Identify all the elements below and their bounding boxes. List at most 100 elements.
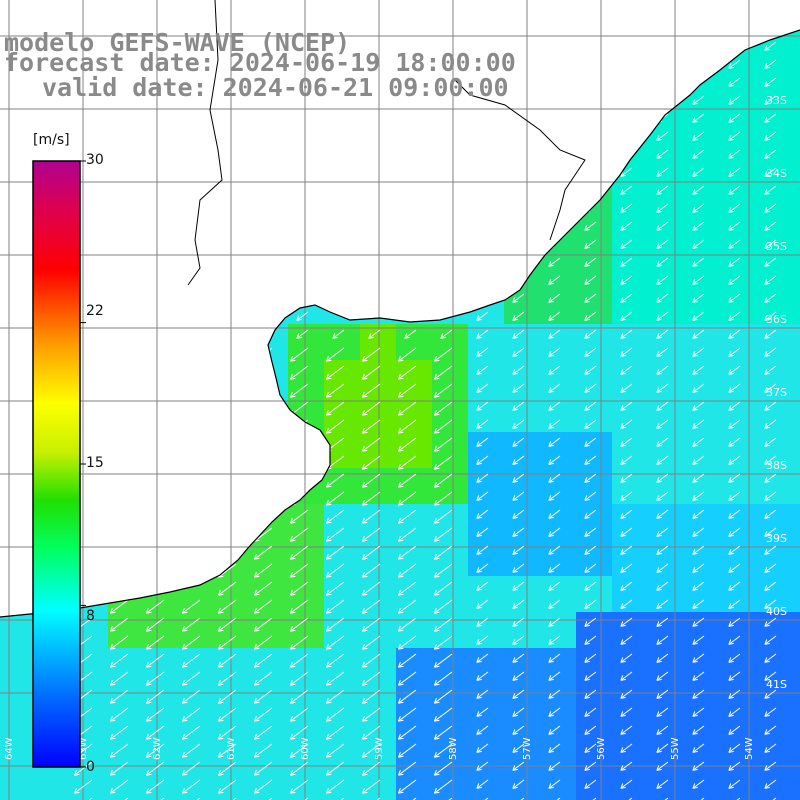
wind-arrow: [620, 419, 633, 429]
speed-cell: [288, 684, 324, 720]
lon-label: 59W: [374, 737, 385, 760]
wind-arrow: [361, 599, 381, 614]
wind-arrow: [433, 779, 453, 794]
wind-arrow: [512, 473, 525, 483]
wind-arrow: [476, 581, 489, 591]
wind-arrow: [764, 149, 777, 159]
speed-cell: [432, 540, 468, 576]
speed-cell: [648, 144, 684, 180]
wind-arrow: [433, 707, 453, 722]
wind-arrow: [664, 797, 669, 800]
speed-cell: [0, 720, 36, 756]
speed-cell: [252, 684, 288, 720]
wind-arrow: [584, 455, 597, 465]
wind-arrow: [361, 491, 381, 506]
wind-arrow: [217, 689, 237, 704]
wind-arrow: [728, 437, 741, 447]
speed-cell: [648, 684, 684, 720]
wind-arrow: [289, 761, 309, 776]
wind-arrow: [584, 707, 597, 717]
wind-arrow: [620, 473, 633, 483]
wind-arrow: [548, 743, 561, 753]
speed-cell: [720, 72, 756, 108]
lat-label: 41S: [766, 678, 787, 691]
speed-cell: [648, 540, 684, 576]
wind-arrow: [764, 221, 777, 231]
wind-arrow: [728, 239, 741, 249]
wind-arrow: [217, 761, 237, 776]
speed-cell: [468, 324, 504, 360]
wind-arrow: [548, 545, 561, 555]
wind-arrow: [620, 617, 633, 627]
wind-arrow: [325, 617, 345, 632]
wind-arrow: [512, 725, 525, 735]
speed-cell: [612, 756, 648, 792]
wind-arrow: [728, 635, 741, 645]
speed-cell: [720, 648, 756, 684]
speed-cell: [0, 756, 36, 792]
wind-arrow: [692, 347, 705, 357]
wind-arrow: [656, 347, 669, 357]
wind-arrow: [433, 383, 453, 398]
speed-cell: [252, 756, 288, 792]
wind-arrow: [145, 707, 165, 722]
wind-arrow: [620, 509, 633, 519]
wind-arrow: [397, 455, 417, 470]
wind-arrow: [109, 671, 129, 686]
wind-arrow: [584, 599, 597, 609]
wind-arrow: [764, 509, 777, 519]
wind-arrow: [764, 419, 777, 429]
wind-arrow: [512, 455, 525, 465]
lon-label: 63W: [78, 737, 89, 760]
wind-arrow: [764, 743, 777, 753]
speed-cell: [396, 648, 432, 684]
wind-arrow: [656, 635, 669, 645]
wind-arrow: [181, 743, 201, 758]
speed-cell: [432, 504, 468, 540]
wind-arrow: [656, 617, 669, 627]
wind-arrow: [512, 707, 525, 717]
speed-cell: [576, 684, 612, 720]
speed-cell: [576, 504, 612, 540]
speed-cell: [576, 324, 612, 360]
wind-arrow: [433, 347, 453, 362]
speed-cell: [504, 792, 540, 800]
wind-arrow: [728, 365, 741, 375]
wind-arrow: [692, 185, 705, 195]
wind-arrow: [476, 743, 489, 753]
wind-arrow: [692, 779, 705, 789]
wind-arrow: [476, 617, 489, 627]
speed-cell: [396, 540, 432, 576]
wind-arrow: [584, 761, 597, 771]
speed-cell: [792, 648, 800, 684]
wind-arrow: [512, 671, 525, 681]
speed-cell: [648, 252, 684, 288]
speed-cell: [180, 756, 216, 792]
speed-cell: [504, 396, 540, 432]
speed-cell: [684, 504, 720, 540]
wind-arrow: [764, 95, 777, 105]
speed-cell: [468, 432, 504, 468]
wind-arrow: [440, 329, 453, 339]
wind-arrow: [548, 257, 561, 267]
speed-cell: [756, 180, 792, 216]
wind-arrow: [73, 761, 93, 776]
wind-arrow: [548, 365, 561, 375]
speed-cell: [432, 324, 468, 360]
wind-arrow: [325, 671, 345, 686]
wind-arrow: [764, 581, 777, 591]
speed-cell: [756, 468, 792, 504]
wind-arrow: [548, 293, 561, 303]
wind-arrow: [253, 635, 273, 650]
wind-arrow: [109, 761, 129, 776]
wind-arrow: [109, 635, 129, 650]
speed-cell: [396, 792, 432, 800]
speed-cell: [684, 324, 720, 360]
wind-arrow: [692, 473, 705, 483]
wind-arrow: [548, 617, 561, 627]
speed-cell: [648, 288, 684, 324]
colorbar-ramp: [32, 160, 81, 768]
wind-arrow: [397, 419, 417, 434]
speed-cell: [540, 684, 576, 720]
wind-arrow: [512, 599, 525, 609]
